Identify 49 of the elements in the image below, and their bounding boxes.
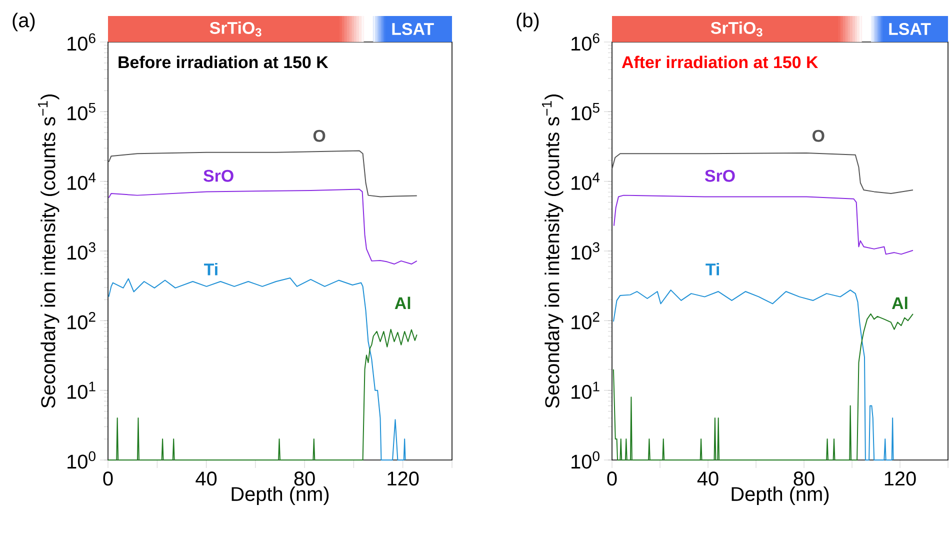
y-tick-label: 10$^{0}$: [68, 451, 96, 469]
x-axis-title: Depth (nm): [232, 486, 329, 506]
line-series: [613, 194, 914, 255]
x-tick-label: 120: [388, 472, 419, 486]
y-tick-label: 10$^{3}$: [68, 242, 96, 260]
y-tick-label: 10$^{2}$: [68, 312, 96, 330]
y-axis-title: Secondary ion intensity (counts s$^{−1}$): [542, 94, 564, 408]
line-series: [108, 328, 418, 460]
series-label: SrO: [204, 170, 234, 182]
y-tick-label: 10$^{5}$: [572, 103, 600, 120]
line-series: [108, 188, 418, 265]
text: SrTiO$_{3}$: [210, 22, 262, 36]
y-tick-label: 10$^{1}$: [68, 382, 96, 399]
y-axis-title: Secondary ion intensity (counts s$^{−1}$): [38, 94, 60, 408]
line-series: [612, 152, 914, 194]
series-label: O: [313, 130, 326, 142]
text: LSAT: [392, 22, 434, 35]
x-tick-label: 120: [884, 472, 916, 486]
x-tick-label: 80: [794, 472, 814, 486]
text: After irradiation at 150 K: [622, 56, 818, 68]
x-tick-label: 0: [103, 472, 113, 486]
line-series: [612, 290, 894, 460]
line-series: [108, 150, 418, 198]
text: LSAT: [889, 22, 931, 35]
chart-title: (a): [12, 12, 35, 32]
series-label: Ti: [706, 262, 719, 276]
y-tick-label: 10$^{4}$: [572, 172, 600, 190]
y-tick-label: 10$^{3}$: [572, 242, 600, 260]
text: SrTiO$_{3}$: [710, 22, 762, 36]
line-series: [612, 313, 914, 460]
text: Before irradiation at 150 K: [118, 56, 328, 68]
chart-title: (b): [516, 12, 539, 32]
y-tick-label: 10$^{5}$: [68, 103, 96, 120]
x-tick-label: 40: [697, 472, 718, 486]
series-label: Al: [394, 296, 410, 310]
series-label: O: [812, 130, 824, 142]
series-label: Al: [892, 296, 908, 310]
y-tick-label: 10$^{6}$: [68, 33, 96, 51]
x-tick-label: 40: [196, 472, 217, 486]
x-tick-label: 80: [294, 472, 315, 486]
y-tick-label: 10$^{6}$: [572, 33, 600, 51]
series-label: Ti: [204, 262, 218, 276]
series-label: SrO: [704, 170, 735, 182]
y-tick-label: 10$^{4}$: [68, 172, 96, 190]
x-tick-label: 0: [607, 472, 617, 486]
y-tick-label: 10$^{2}$: [572, 312, 600, 330]
x-axis-title: Depth (nm): [732, 486, 829, 506]
y-tick-label: 10$^{1}$: [572, 382, 600, 399]
y-tick-label: 10$^{0}$: [572, 451, 600, 469]
